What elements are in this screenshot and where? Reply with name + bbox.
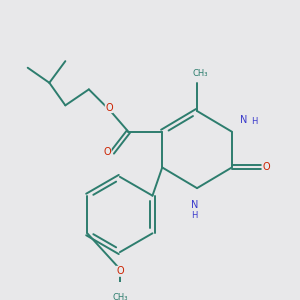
Text: H: H xyxy=(191,211,197,220)
Text: O: O xyxy=(116,266,124,276)
Text: O: O xyxy=(105,103,113,112)
Text: CH₃: CH₃ xyxy=(112,293,128,300)
Text: H: H xyxy=(252,117,258,126)
Text: N: N xyxy=(240,116,248,125)
Text: N: N xyxy=(190,200,198,210)
Text: CH₃: CH₃ xyxy=(192,69,208,78)
Text: O: O xyxy=(262,163,270,172)
Text: O: O xyxy=(103,147,111,158)
